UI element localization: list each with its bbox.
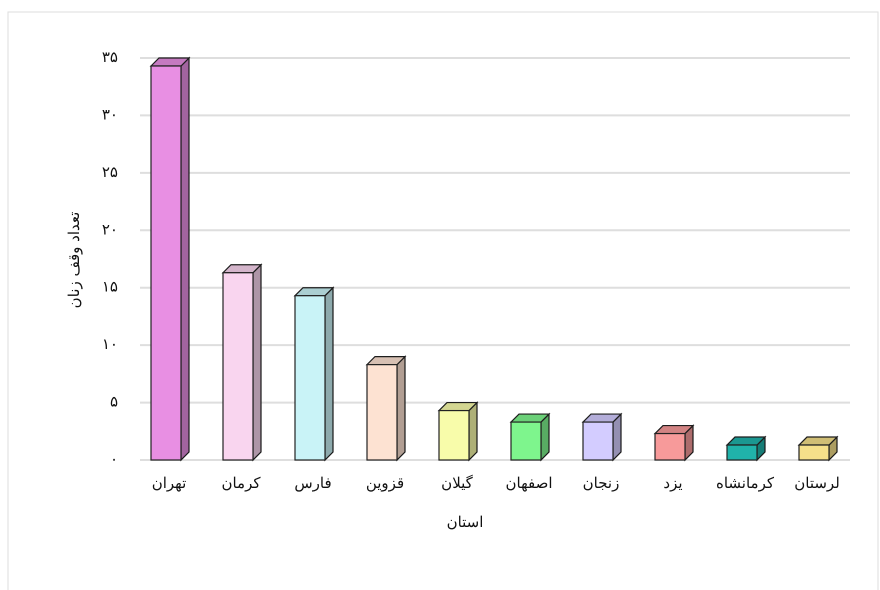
x-tick-label: زنجان: [583, 474, 620, 492]
bar: [582, 421, 614, 461]
bar-side: [180, 56, 190, 462]
y-tick-label: ۱۵: [102, 278, 118, 296]
bar: [366, 364, 398, 461]
y-tick-label: ۵: [110, 393, 118, 411]
x-tick-label: قزوین: [366, 474, 404, 492]
bar: [798, 444, 830, 461]
y-tick-label: ۳۰: [102, 105, 118, 123]
bar: [726, 444, 758, 461]
x-tick-label: یزد: [663, 474, 682, 492]
y-tick-label: ۱۰: [102, 335, 118, 353]
x-tick-label: کرمان: [221, 474, 261, 492]
bar: [510, 421, 542, 461]
frame: [7, 11, 879, 590]
bar: [654, 432, 686, 461]
bar-side: [324, 286, 334, 462]
x-tick-label: اصفهان: [506, 474, 553, 492]
bar: [438, 409, 470, 461]
x-tick-label: کرمانشاه: [716, 474, 775, 492]
y-tick-label: ۳۵: [102, 48, 118, 66]
x-axis-title: استان: [447, 513, 484, 531]
bar: [294, 295, 326, 461]
y-tick-label: ۲۰: [102, 220, 118, 238]
y-tick-label: ۰: [110, 450, 118, 468]
bar-side: [252, 263, 262, 462]
bar-side: [396, 355, 406, 462]
y-tick-label: ۲۵: [102, 163, 118, 181]
y-axis-title: تعداد وقف زنان: [65, 212, 83, 309]
x-tick-label: فارس: [294, 474, 331, 492]
x-tick-label: گیلان: [441, 474, 473, 492]
bar: [222, 272, 254, 461]
bar-side: [468, 401, 478, 462]
x-tick-label: تهران: [152, 474, 187, 492]
bar: [150, 65, 182, 461]
x-tick-label: لرستان: [794, 474, 840, 492]
